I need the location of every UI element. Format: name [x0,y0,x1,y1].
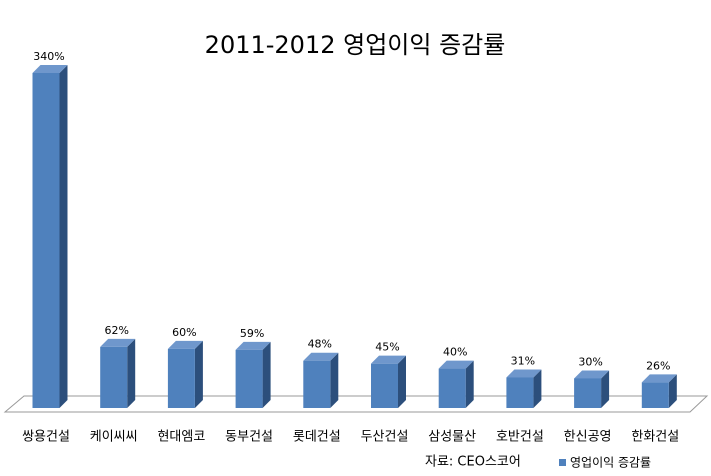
bar-top [438,360,474,369]
x-tick-label: 동부건설 [225,430,273,445]
bar-side [533,369,542,408]
x-tick-label: 케이씨씨 [90,430,138,445]
bar-top [303,352,339,361]
bar-top [371,355,406,364]
bar-side [465,360,474,408]
bar-top [167,340,203,349]
bar-side [398,355,406,408]
x-tick-label: 쌍용건설 [22,430,70,445]
data-label: 40% [443,346,467,359]
x-tick-label: 호반건설 [496,430,544,445]
bar [167,348,195,408]
bar-side [194,340,203,408]
bar [371,363,398,408]
bar [235,349,263,408]
bar [574,378,602,408]
data-label: 48% [308,338,332,351]
x-tick-label: 현대엠코 [157,430,205,445]
bar-top [100,338,136,347]
legend-label: 영업이익 증감률 [570,456,651,470]
bar [100,346,128,408]
x-tick-label: 삼성물산 [428,430,476,445]
bar [438,368,466,408]
bar-side [601,370,610,408]
x-tick-label: 두산건설 [361,430,409,445]
bar-top [235,341,271,350]
source-note: 자료: CEO스코어 [425,455,521,470]
legend-swatch [559,459,566,466]
bar-top [574,370,610,379]
bar-side [59,65,68,408]
bar-side [127,338,136,408]
chart-title: 2011-2012 영업이익 증감률 [205,31,506,59]
data-label: 60% [172,326,196,339]
data-label: 26% [646,359,670,372]
data-label: 340% [33,50,64,63]
x-tick-label: 한신공영 [564,430,612,445]
bar-side [668,374,677,408]
x-tick-label: 한화건설 [631,430,679,445]
bar [641,382,669,408]
bar-top [641,374,677,383]
bar-top [32,65,68,73]
bar-top [506,369,542,378]
data-label: 31% [511,354,535,367]
data-label: 30% [578,355,602,368]
data-label: 59% [240,327,264,340]
x-tick-label: 롯데건설 [293,430,341,445]
bar-side [330,352,339,408]
bar-side [262,341,271,408]
data-label: 62% [104,324,128,337]
bar [32,73,60,408]
data-label: 45% [375,341,399,354]
bar [506,377,534,408]
bar [303,360,331,408]
